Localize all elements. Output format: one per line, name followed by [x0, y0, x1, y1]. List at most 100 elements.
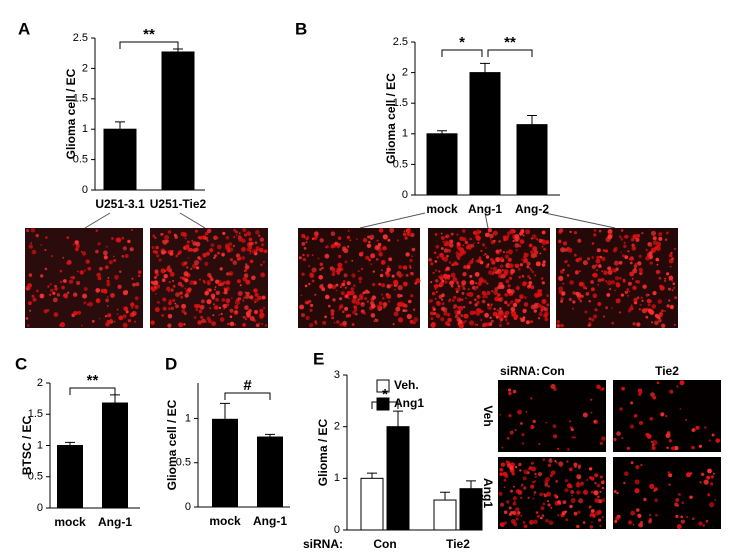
cell — [229, 308, 234, 313]
cell — [638, 254, 642, 258]
cell — [169, 271, 175, 277]
cell — [520, 485, 523, 488]
y-tick-label: 1 — [334, 472, 340, 484]
cell — [532, 247, 536, 251]
cell — [596, 248, 601, 253]
cell — [336, 267, 342, 273]
cell — [430, 317, 434, 321]
cell — [234, 305, 239, 310]
cell — [386, 267, 391, 272]
cell — [453, 261, 458, 266]
cell — [444, 321, 450, 326]
cell — [111, 237, 114, 240]
cell — [374, 245, 380, 251]
cell — [32, 297, 37, 302]
cell — [484, 312, 489, 318]
x-tick-label: Ang-2 — [515, 202, 549, 216]
cell — [569, 230, 572, 233]
cell — [490, 304, 493, 307]
cell — [154, 276, 157, 279]
cell — [624, 255, 629, 259]
cell — [523, 258, 528, 263]
cell — [199, 278, 201, 281]
cell — [652, 443, 655, 447]
y-tick-label: 0 — [37, 502, 43, 514]
cell — [531, 286, 534, 289]
cell — [541, 281, 545, 285]
cell — [28, 244, 33, 249]
cell — [487, 228, 492, 233]
micrograph — [150, 227, 268, 328]
cell — [155, 273, 159, 277]
cell — [302, 253, 305, 257]
micrograph — [613, 380, 721, 452]
legend-label: Ang1 — [394, 396, 424, 410]
y-tick-label: 0.5 — [393, 158, 408, 170]
cell — [613, 490, 617, 493]
cell — [29, 309, 32, 312]
cell — [261, 295, 266, 300]
cell — [528, 468, 531, 471]
cell — [75, 243, 80, 248]
cell — [74, 240, 79, 245]
bar — [103, 128, 137, 191]
panel-label: E — [313, 349, 324, 368]
cell — [235, 234, 238, 236]
cell — [634, 488, 640, 494]
cell — [321, 266, 324, 270]
cell — [522, 282, 527, 287]
cell — [68, 279, 74, 284]
bar — [57, 445, 83, 509]
cell — [567, 448, 570, 451]
cell — [104, 265, 109, 270]
cell — [490, 267, 493, 270]
cell — [200, 299, 205, 304]
cell — [171, 250, 174, 252]
cell — [593, 420, 597, 423]
cell — [676, 385, 679, 388]
cell — [473, 230, 478, 235]
cell — [97, 242, 101, 246]
cell — [121, 254, 125, 258]
cell — [558, 286, 564, 292]
cell — [152, 234, 156, 238]
cell — [532, 497, 535, 500]
cell — [499, 321, 502, 324]
cell — [391, 274, 395, 278]
cell — [507, 249, 513, 255]
cell — [577, 238, 582, 243]
cell — [669, 389, 674, 394]
cell — [246, 231, 252, 236]
cell — [403, 303, 408, 308]
cell — [229, 321, 235, 327]
x-tick-label: Con — [373, 537, 396, 551]
cell — [698, 521, 703, 526]
cell — [570, 427, 574, 432]
cell — [639, 303, 642, 306]
cell — [106, 296, 109, 298]
cell — [88, 301, 93, 307]
cell — [40, 244, 43, 246]
cell — [497, 293, 501, 297]
cell — [235, 230, 238, 234]
cell — [154, 236, 157, 239]
cell — [498, 240, 501, 243]
cell — [506, 234, 510, 238]
cell — [210, 278, 213, 281]
cell — [502, 251, 505, 254]
cell — [624, 234, 629, 239]
cell — [513, 522, 518, 527]
cell — [531, 270, 535, 274]
cell — [656, 381, 660, 385]
cell — [547, 463, 552, 467]
cell — [197, 256, 201, 260]
cell — [351, 273, 356, 278]
cell — [672, 286, 676, 290]
cell — [533, 304, 539, 309]
cell — [589, 525, 594, 529]
cell — [645, 315, 649, 319]
cell — [226, 303, 230, 307]
cell — [357, 298, 360, 301]
cell — [671, 289, 674, 292]
cell — [673, 323, 676, 326]
